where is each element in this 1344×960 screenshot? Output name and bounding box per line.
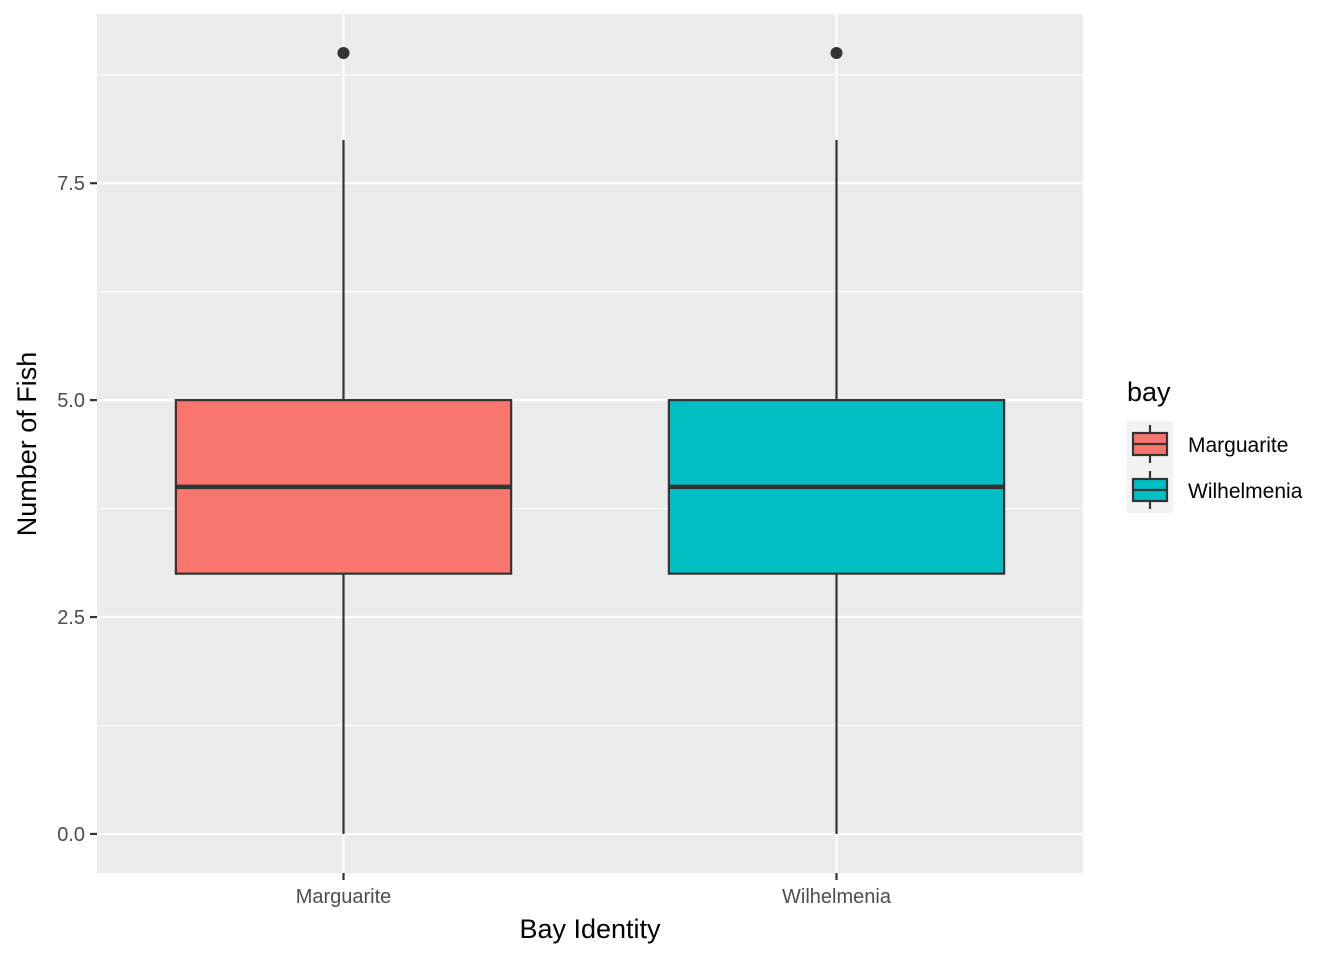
x-axis: Marguarite Wilhelmenia [296,873,892,908]
box-marguarite [174,47,513,834]
y-tick-label: 7.5 [57,173,85,195]
outlier-point [337,47,350,60]
legend-label: Marguarite [1188,434,1288,457]
legend-item-marguarite: Marguarite [1131,425,1288,463]
outlier-point [830,47,843,60]
y-tick-label: 0.0 [57,824,85,846]
legend-label: Wilhelmenia [1188,480,1303,503]
y-axis-title: Number of Fish [12,352,42,537]
x-tick-label: Marguarite [296,886,392,908]
boxes-layer [174,47,1006,834]
x-tick-label: Wilhelmenia [782,886,892,908]
legend: bay Marguarite Wilhelmenia [1127,377,1303,513]
y-axis: 0.0 2.5 5.0 7.5 [57,173,97,846]
box-wilhelmenia [667,47,1006,834]
y-tick-label: 2.5 [57,607,85,629]
legend-item-wilhelmenia: Wilhelmenia [1131,471,1303,509]
x-axis-title: Bay Identity [519,914,661,944]
legend-title: bay [1127,377,1171,407]
y-tick-label: 5.0 [57,390,85,412]
